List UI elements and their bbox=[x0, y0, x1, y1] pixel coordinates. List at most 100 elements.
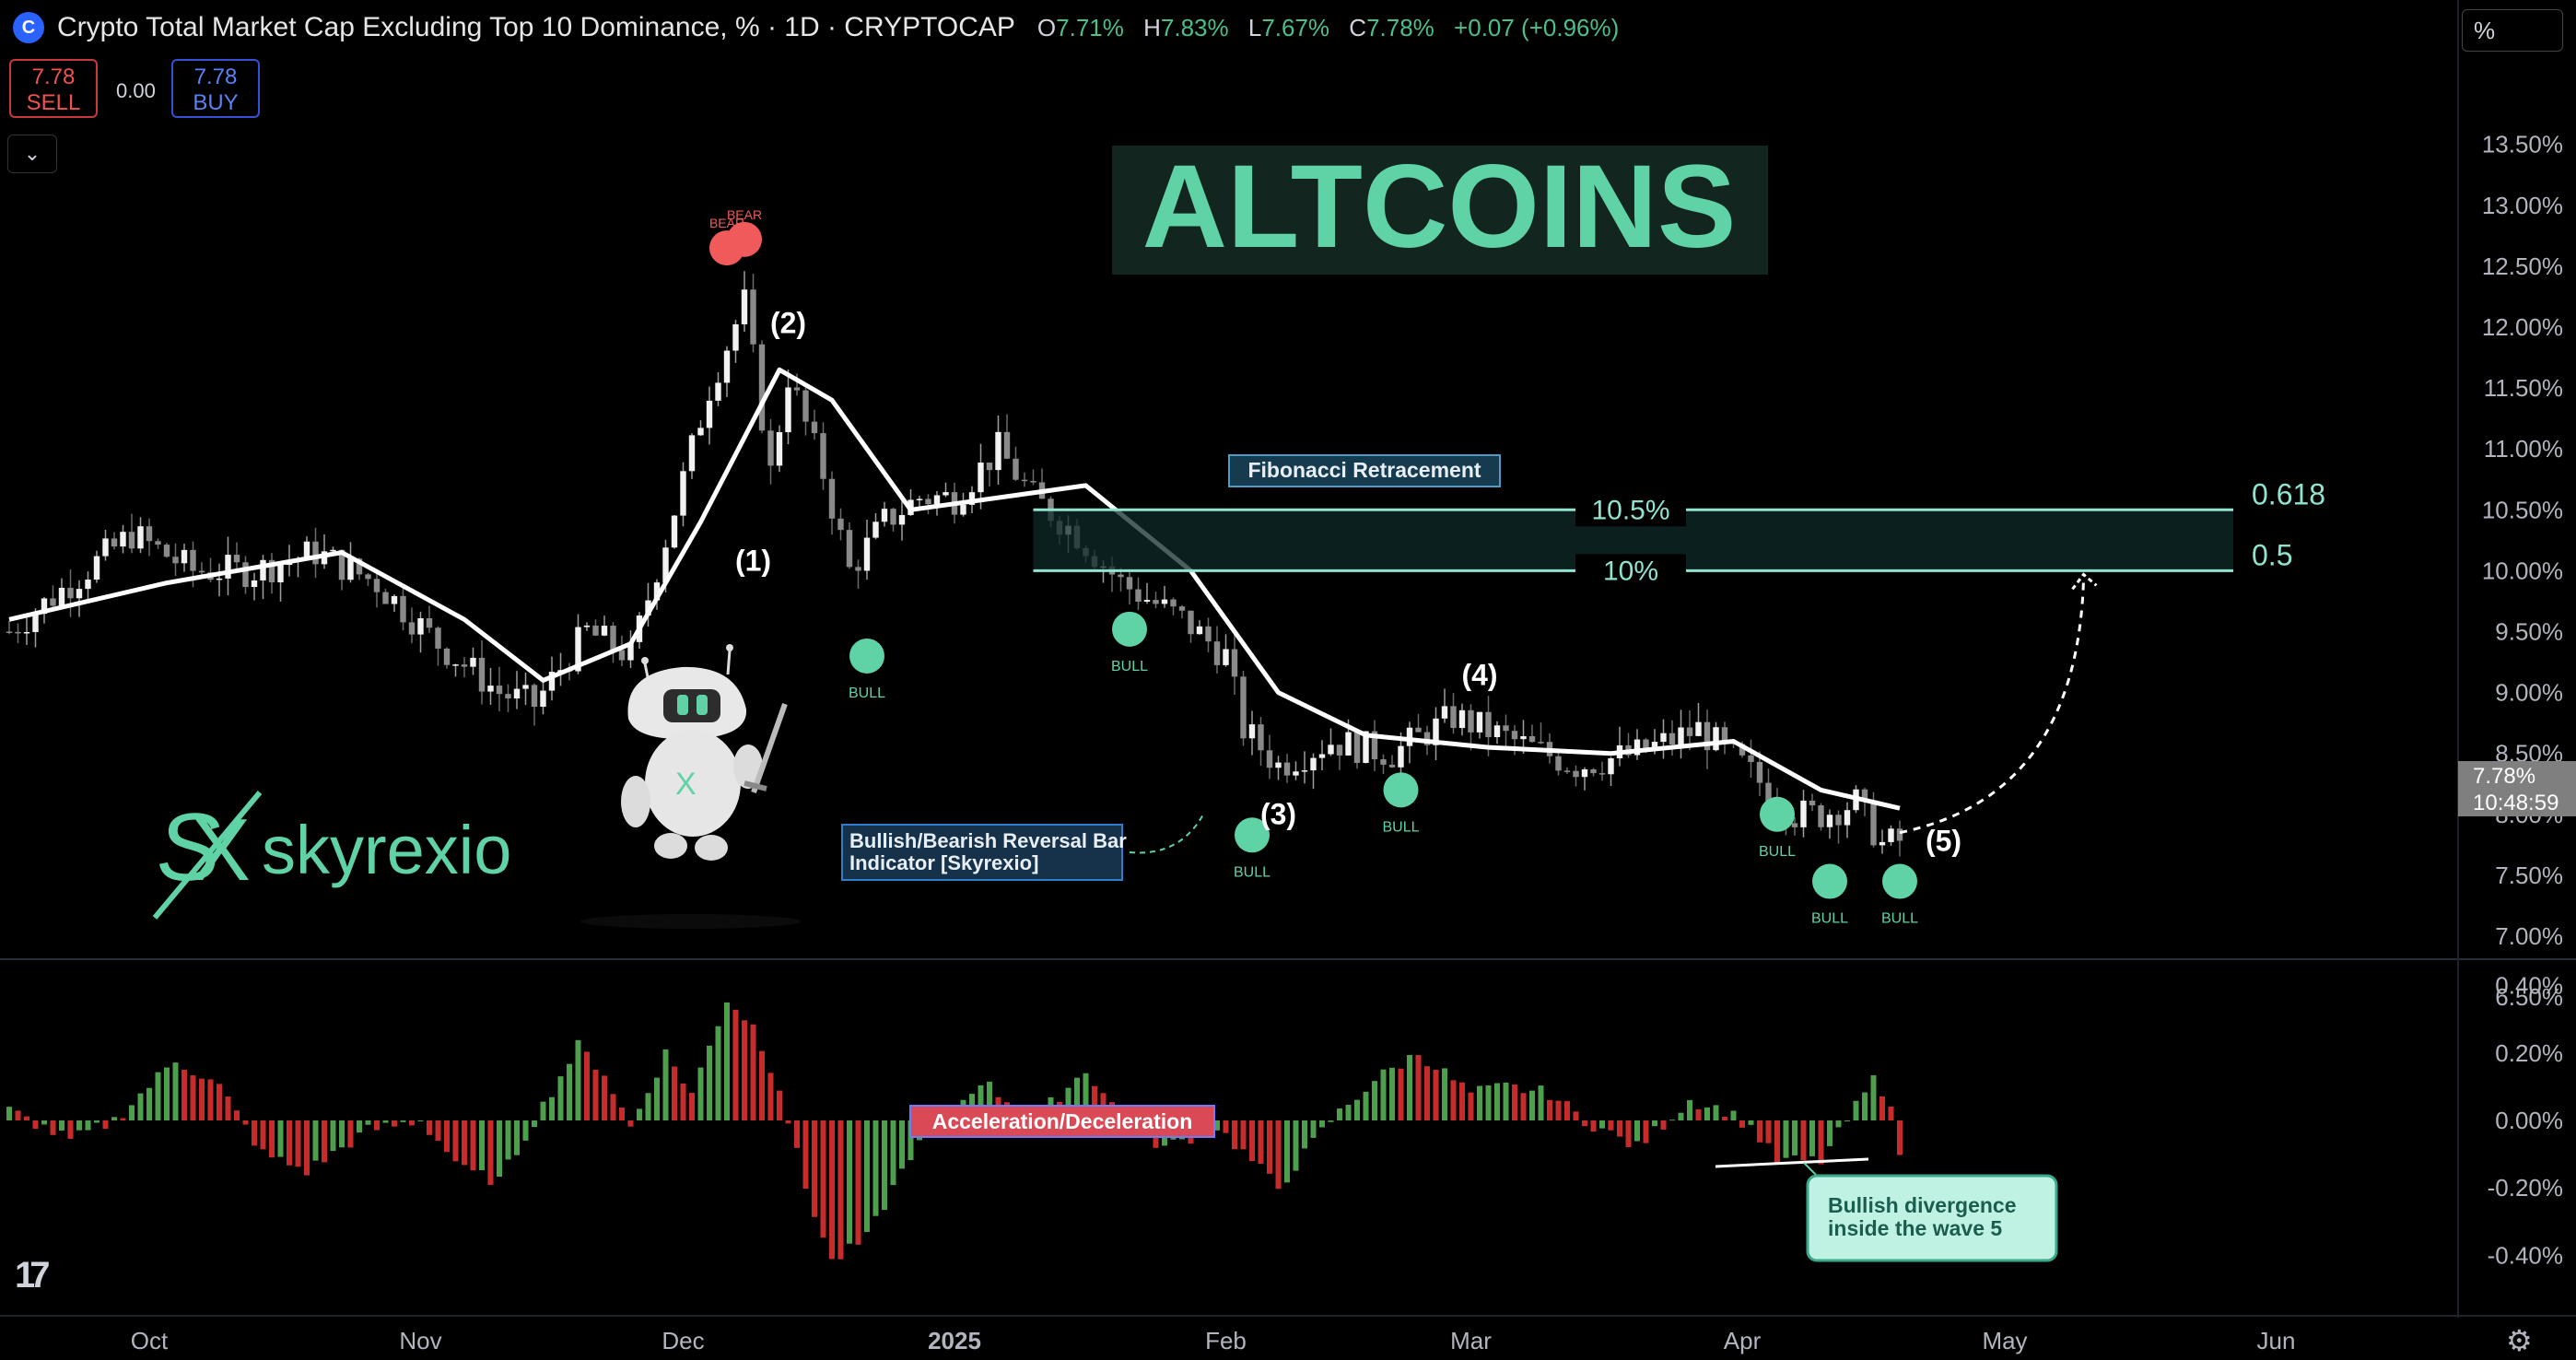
accel-bar bbox=[837, 1120, 844, 1260]
candle-body bbox=[1686, 727, 1693, 736]
candle-body bbox=[172, 557, 179, 564]
candle-body bbox=[610, 626, 616, 651]
accel-bar bbox=[181, 1070, 187, 1120]
bull-signal-dot bbox=[1812, 863, 1847, 899]
candle-body bbox=[1608, 757, 1614, 775]
candle-body bbox=[181, 549, 188, 564]
accel-bar bbox=[409, 1120, 415, 1126]
accel-bar bbox=[707, 1045, 712, 1120]
accel-bar bbox=[567, 1063, 572, 1120]
change-value: +0.07 (+0.96%) bbox=[1454, 13, 1620, 41]
candle-body bbox=[1258, 724, 1264, 751]
candle-body bbox=[916, 498, 923, 500]
sell-button[interactable]: 7.78 SELL bbox=[9, 59, 98, 118]
candle-body bbox=[1643, 739, 1649, 751]
candle-body bbox=[925, 498, 931, 505]
accel-bar bbox=[252, 1120, 257, 1146]
accel-bar bbox=[732, 1009, 739, 1120]
accel-bar bbox=[322, 1120, 327, 1163]
candle-body bbox=[242, 562, 249, 588]
candle-body bbox=[1476, 711, 1483, 733]
candle-body bbox=[102, 538, 109, 557]
candle-body bbox=[1353, 732, 1361, 763]
candle-body bbox=[1651, 742, 1658, 751]
accel-bar bbox=[899, 1120, 905, 1169]
accel-bar bbox=[1310, 1120, 1317, 1138]
candle-body bbox=[653, 582, 661, 601]
accel-bar bbox=[1765, 1120, 1772, 1143]
symbol-logo-icon[interactable]: C bbox=[13, 12, 44, 43]
accel-bar bbox=[1625, 1120, 1632, 1147]
accel-bar bbox=[1258, 1120, 1264, 1165]
candle-body bbox=[846, 530, 853, 568]
accel-bar bbox=[1660, 1120, 1667, 1130]
candle-body bbox=[1021, 479, 1028, 482]
wave-label: (4) bbox=[1461, 659, 1497, 692]
time-tick-label: Jun bbox=[2257, 1327, 2296, 1354]
candle-body bbox=[251, 580, 258, 588]
candle-body bbox=[978, 463, 984, 493]
accel-bar bbox=[67, 1120, 74, 1139]
accel-bar bbox=[6, 1107, 12, 1120]
divergence-note-line-1: Bullish divergence bbox=[1828, 1193, 2017, 1217]
candle-body bbox=[408, 622, 416, 635]
accel-bar bbox=[978, 1084, 984, 1120]
accel-bar bbox=[1503, 1082, 1509, 1120]
candle-body bbox=[1275, 762, 1282, 768]
accel-bar bbox=[1582, 1120, 1587, 1127]
candle-body bbox=[933, 495, 941, 505]
candle-body bbox=[1818, 805, 1824, 827]
accel-bar bbox=[207, 1079, 214, 1120]
candle-body bbox=[1318, 754, 1326, 758]
candle-body bbox=[1721, 727, 1728, 742]
symbol-title[interactable]: Crypto Total Market Cap Excluding Top 10… bbox=[57, 12, 1015, 42]
projection-path-line bbox=[1899, 580, 2085, 835]
candle-body bbox=[1380, 759, 1387, 765]
accel-bar bbox=[602, 1075, 607, 1120]
bull-signal-label: BULL bbox=[849, 686, 885, 701]
moving-average bbox=[8, 367, 1901, 811]
accel-bar bbox=[724, 1002, 730, 1120]
bull-signal-label: BULL bbox=[1811, 911, 1848, 927]
accel-bar bbox=[680, 1083, 686, 1120]
candle-body bbox=[1563, 770, 1571, 772]
accel-bar bbox=[1459, 1082, 1465, 1120]
candle-body bbox=[435, 627, 441, 649]
gear-icon[interactable]: ⚙ bbox=[2506, 1324, 2533, 1357]
accel-bar bbox=[750, 1024, 756, 1120]
collapse-button[interactable]: ⌄ bbox=[7, 135, 57, 173]
skyrexio-logo: S X bbox=[152, 791, 263, 920]
price-tick-label: 13.50% bbox=[2482, 131, 2563, 158]
accel-bar bbox=[470, 1120, 476, 1171]
candle-body bbox=[1704, 721, 1711, 751]
accel-bar bbox=[1590, 1120, 1597, 1132]
moving-average-line bbox=[8, 367, 1901, 811]
candle-body bbox=[898, 514, 906, 525]
candle-body bbox=[111, 538, 118, 547]
candle-body bbox=[1573, 770, 1579, 778]
price-tick-label: 9.00% bbox=[2495, 679, 2563, 707]
accel-bar bbox=[479, 1120, 485, 1171]
tradingview-logo-icon[interactable]: 17 bbox=[15, 1255, 50, 1296]
accel-bar bbox=[549, 1096, 555, 1120]
candle-body bbox=[216, 578, 223, 580]
bull-signal-label: BULL bbox=[1382, 819, 1419, 835]
accel-bar bbox=[1538, 1085, 1544, 1120]
candle-body bbox=[943, 492, 949, 496]
projection-arrowhead bbox=[2071, 572, 2098, 591]
candle-body bbox=[1458, 709, 1466, 729]
accel-bar bbox=[417, 1120, 424, 1121]
accel-bar bbox=[514, 1120, 520, 1155]
accel-bar bbox=[497, 1120, 502, 1178]
accel-bar bbox=[1372, 1081, 1377, 1120]
candle-body bbox=[146, 526, 153, 542]
fib-upper-ratio: 0.618 bbox=[2252, 477, 2325, 510]
candle-body bbox=[1363, 731, 1369, 763]
buy-button[interactable]: 7.78 BUY bbox=[171, 59, 260, 118]
candle-body bbox=[1695, 721, 1702, 736]
scale-mode-button[interactable]: % bbox=[2462, 9, 2563, 52]
candle-body bbox=[1301, 770, 1308, 772]
candle-body bbox=[1441, 706, 1448, 719]
accel-bar bbox=[802, 1120, 809, 1190]
candle-body bbox=[58, 587, 65, 606]
